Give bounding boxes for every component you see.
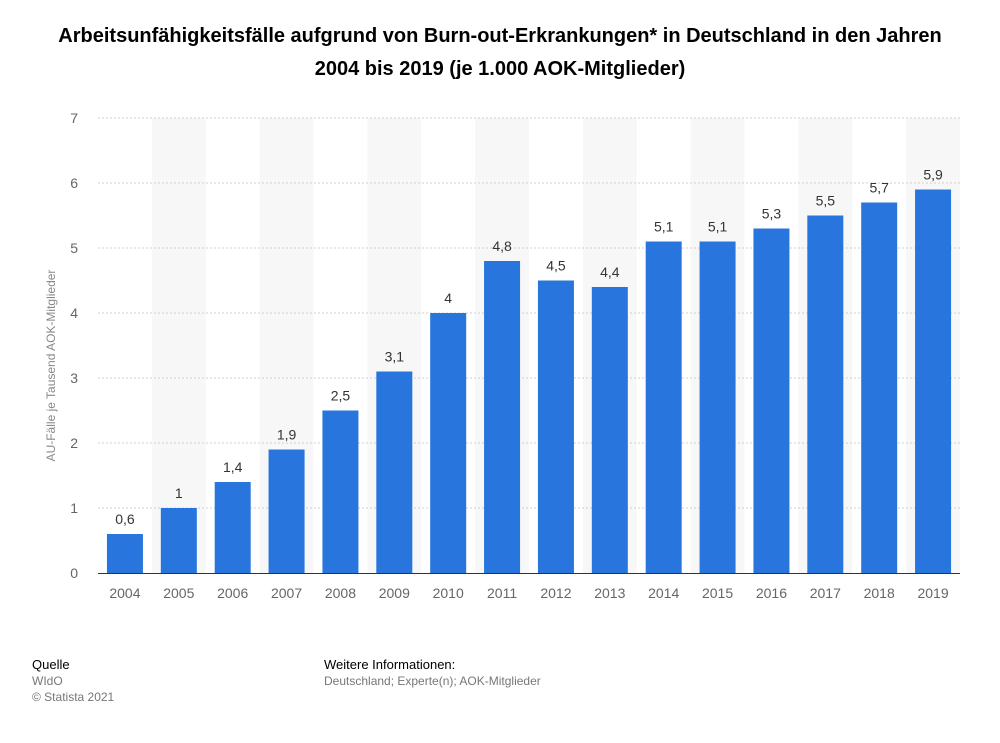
y-axis-ticks: 0 1 2 3 4 5 6 7 (70, 110, 78, 581)
data-label: 4,8 (492, 238, 512, 254)
y-tick-label: 1 (70, 500, 78, 516)
x-tick-label: 2011 (487, 585, 517, 601)
x-tick-label: 2007 (271, 585, 302, 601)
bar[interactable] (430, 313, 467, 573)
y-tick-label: 2 (70, 435, 78, 451)
x-tick-label: 2017 (810, 585, 841, 601)
bar[interactable] (537, 280, 574, 574)
copyright-text: © Statista 2021 (32, 690, 115, 704)
bars (106, 189, 952, 574)
x-axis-ticks: 2004 2005 2006 2007 2008 2009 2010 2011 2012 2013… (109, 585, 948, 601)
bar[interactable] (807, 215, 844, 574)
x-tick-label: 2006 (217, 585, 248, 601)
x-tick-label: 2016 (756, 585, 787, 601)
x-tick-label: 2005 (163, 585, 194, 601)
data-label: 1,9 (277, 427, 297, 443)
bar[interactable] (645, 241, 682, 574)
x-tick-label: 2018 (864, 585, 895, 601)
bar[interactable] (322, 410, 359, 574)
data-label: 1 (175, 485, 183, 501)
x-tick-label: 2015 (702, 585, 733, 601)
source-heading: Quelle (32, 657, 70, 672)
bar[interactable] (160, 508, 197, 573)
info-block: Weitere Informationen: Deutschland; Expe… (324, 657, 541, 689)
bar[interactable] (591, 287, 628, 573)
data-label: 4 (444, 290, 452, 306)
data-label: 5,1 (708, 219, 728, 235)
data-label: 3,1 (385, 349, 405, 365)
y-tick-label: 5 (70, 240, 78, 256)
data-label: 5,3 (762, 206, 782, 222)
x-tick-label: 2014 (648, 585, 679, 601)
y-tick-label: 3 (70, 370, 78, 386)
data-label: 5,7 (869, 180, 889, 196)
source-block: Quelle WIdO © Statista 2021 (32, 657, 114, 705)
data-label: 2,5 (331, 388, 351, 404)
x-tick-label: 2019 (917, 585, 948, 601)
bar[interactable] (699, 241, 736, 574)
bar[interactable] (214, 482, 251, 573)
column-band (151, 118, 206, 573)
data-label: 5,1 (654, 219, 674, 235)
data-label: 4,5 (546, 258, 566, 274)
data-label: 4,4 (600, 264, 620, 280)
data-label: 1,4 (223, 459, 243, 475)
info-text: Deutschland; Experte(n); AOK-Mitglieder (324, 674, 541, 688)
data-label: 5,9 (923, 167, 943, 183)
x-tick-label: 2010 (433, 585, 464, 601)
y-tick-label: 4 (70, 305, 78, 321)
data-labels: 0,6 1 1,4 1,9 2,5 3,1 4 4,8 4,5 4,4 5,1 5,1 5,3 5,5 5,… (115, 167, 943, 528)
y-tick-label: 7 (70, 110, 78, 126)
bar[interactable] (484, 261, 521, 573)
x-tick-label: 2008 (325, 585, 356, 601)
bar[interactable] (861, 202, 898, 574)
bar[interactable] (915, 189, 952, 574)
bar[interactable] (106, 534, 143, 573)
bar[interactable] (376, 371, 413, 574)
y-tick-label: 6 (70, 175, 78, 191)
x-tick-label: 2012 (540, 585, 571, 601)
bar[interactable] (753, 228, 790, 574)
y-tick-label: 0 (70, 565, 78, 581)
x-tick-label: 2013 (594, 585, 625, 601)
bar[interactable] (268, 449, 305, 574)
data-label: 0,6 (115, 511, 135, 527)
chart-title: Arbeitsunfähigkeitsfälle aufgrund von Bu… (58, 25, 942, 80)
x-tick-label: 2004 (109, 585, 140, 601)
y-axis-label: AU-Fälle je Tausend AOK-Mitglieder (44, 270, 58, 462)
source-name: WIdO (32, 674, 63, 688)
data-label: 5,5 (816, 193, 836, 209)
x-tick-label: 2009 (379, 585, 410, 601)
info-heading: Weitere Informationen: (324, 657, 456, 672)
